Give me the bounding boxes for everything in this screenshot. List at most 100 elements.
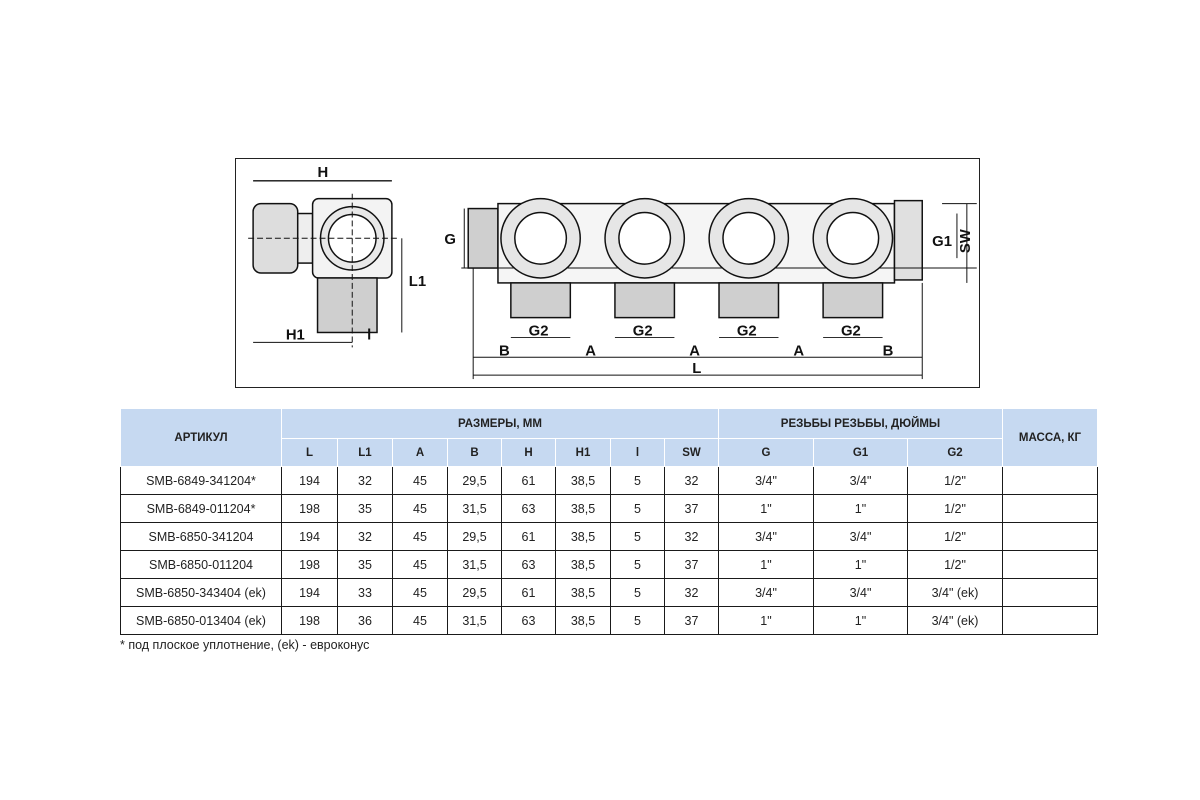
cell-value: 3/4" bbox=[813, 466, 908, 495]
cell-value: 198 bbox=[281, 494, 338, 523]
cell-value: 63 bbox=[501, 494, 556, 523]
cell-value: 45 bbox=[392, 606, 448, 635]
cell-value: 63 bbox=[501, 606, 556, 635]
header-l: L bbox=[281, 438, 338, 467]
cell-article: SMB-6850-013404 (ek) bbox=[120, 606, 282, 635]
cell-value: 32 bbox=[664, 578, 719, 607]
cell-value: 1/2" bbox=[907, 550, 1003, 579]
specifications-table: АРТИКУЛ РАЗМЕРЫ, ММ РЕЗЬБЫ РЕЗЬБЫ, ДЮЙМЫ… bbox=[120, 408, 1098, 635]
cell-value: 38,5 bbox=[555, 522, 611, 551]
cell-mass bbox=[1002, 578, 1098, 607]
cell-mass bbox=[1002, 522, 1098, 551]
cell-value: 1" bbox=[813, 550, 908, 579]
cell-value: 35 bbox=[337, 494, 393, 523]
cell-value: 32 bbox=[337, 466, 393, 495]
cell-value: 32 bbox=[664, 522, 719, 551]
cell-value: 1" bbox=[718, 606, 814, 635]
table-row: SMB-6849-341204* 194 32 45 29,5 61 38,5 5 32 3/4"… bbox=[120, 466, 1098, 495]
header-dimensions: РАЗМЕРЫ, ММ bbox=[281, 408, 719, 439]
label-A-1: A bbox=[585, 343, 596, 359]
cell-value: 45 bbox=[392, 494, 448, 523]
cell-value: 194 bbox=[281, 466, 338, 495]
label-B-left: B bbox=[499, 343, 510, 359]
header-mass: МАССА, КГ bbox=[1002, 408, 1098, 467]
cell-value: 5 bbox=[610, 466, 665, 495]
cell-value: 61 bbox=[501, 522, 556, 551]
cell-value: 5 bbox=[610, 494, 665, 523]
table-row: SMB-6850-011204 198 35 45 31,5 63 38,5 5 37 1" 1" 1… bbox=[120, 550, 1098, 579]
cell-value: 36 bbox=[337, 606, 393, 635]
cell-value: 194 bbox=[281, 578, 338, 607]
cell-value: 1/2" bbox=[907, 522, 1003, 551]
cell-value: 33 bbox=[337, 578, 393, 607]
cell-value: 61 bbox=[501, 466, 556, 495]
cell-value: 45 bbox=[392, 578, 448, 607]
header-g: G bbox=[718, 438, 814, 467]
cell-value: 38,5 bbox=[555, 466, 611, 495]
cell-value: 3/4" (ek) bbox=[907, 578, 1003, 607]
header-h1: H1 bbox=[555, 438, 611, 467]
cell-value: 45 bbox=[392, 522, 448, 551]
header-article: АРТИКУЛ bbox=[120, 408, 282, 467]
table-row: SMB-6850-013404 (ek) 198 36 45 31,5 63 38,5 5 37… bbox=[120, 606, 1098, 635]
table-row: SMB-6850-343404 (ek) 194 33 45 29,5 61 38,5 5 32… bbox=[120, 578, 1098, 607]
cell-value: 1" bbox=[718, 550, 814, 579]
label-G: G bbox=[444, 232, 456, 248]
cell-value: 37 bbox=[664, 550, 719, 579]
cell-value: 1/2" bbox=[907, 466, 1003, 495]
cell-value: 3/4" bbox=[718, 522, 814, 551]
cell-value: 45 bbox=[392, 550, 448, 579]
cell-value: 198 bbox=[281, 550, 338, 579]
label-L1: L1 bbox=[409, 274, 426, 290]
cell-value: 29,5 bbox=[447, 466, 502, 495]
header-g1: G1 bbox=[813, 438, 908, 467]
header-g2: G2 bbox=[907, 438, 1003, 467]
cell-value: 32 bbox=[337, 522, 393, 551]
header-threads: РЕЗЬБЫ РЕЗЬБЫ, ДЮЙМЫ bbox=[718, 408, 1003, 439]
cell-value: 5 bbox=[610, 606, 665, 635]
cell-mass bbox=[1002, 466, 1098, 495]
cell-value: 198 bbox=[281, 606, 338, 635]
cell-value: 5 bbox=[610, 522, 665, 551]
cell-value: 1" bbox=[718, 494, 814, 523]
cell-value: 3/4" (ek) bbox=[907, 606, 1003, 635]
label-l: l bbox=[367, 327, 371, 343]
cell-value: 1/2" bbox=[907, 494, 1003, 523]
header-l1: L1 bbox=[337, 438, 393, 467]
label-G2-1: G2 bbox=[529, 323, 549, 339]
label-G2-3: G2 bbox=[737, 323, 757, 339]
label-G2-4: G2 bbox=[841, 323, 861, 339]
cell-value: 37 bbox=[664, 606, 719, 635]
cell-value: 3/4" bbox=[813, 578, 908, 607]
cell-value: 5 bbox=[610, 578, 665, 607]
header-b: B bbox=[447, 438, 502, 467]
label-G1: G1 bbox=[932, 234, 952, 250]
cell-value: 29,5 bbox=[447, 522, 502, 551]
cell-value: 1" bbox=[813, 606, 908, 635]
table-row: SMB-6850-341204 194 32 45 29,5 61 38,5 5 32 3/4" 3… bbox=[120, 522, 1098, 551]
manifold-drawing: H L1 H1 l G G2 G2 G2 G2 B A A A B L G1 bbox=[248, 165, 977, 380]
cell-value: 35 bbox=[337, 550, 393, 579]
label-L: L bbox=[692, 361, 701, 377]
cell-mass bbox=[1002, 494, 1098, 523]
cell-value: 29,5 bbox=[447, 578, 502, 607]
cell-value: 31,5 bbox=[447, 606, 502, 635]
cell-article: SMB-6850-343404 (ek) bbox=[120, 578, 282, 607]
footnote: * под плоское уплотнение, (ek) - еврокон… bbox=[120, 638, 370, 652]
label-SW: SW bbox=[958, 228, 974, 253]
cell-article: SMB-6850-011204 bbox=[120, 550, 282, 579]
cell-value: 194 bbox=[281, 522, 338, 551]
header-l: l bbox=[610, 438, 665, 467]
cell-value: 63 bbox=[501, 550, 556, 579]
label-H1: H1 bbox=[286, 327, 305, 343]
cell-value: 31,5 bbox=[447, 550, 502, 579]
label-G2-2: G2 bbox=[633, 323, 653, 339]
technical-drawing: H L1 H1 l G G2 G2 G2 G2 B A A A B L G1 bbox=[235, 158, 980, 388]
label-B-right: B bbox=[883, 343, 894, 359]
cell-value: 1" bbox=[813, 494, 908, 523]
cell-value: 38,5 bbox=[555, 578, 611, 607]
cell-value: 5 bbox=[610, 550, 665, 579]
cell-article: SMB-6850-341204 bbox=[120, 522, 282, 551]
cell-value: 38,5 bbox=[555, 550, 611, 579]
cell-value: 31,5 bbox=[447, 494, 502, 523]
